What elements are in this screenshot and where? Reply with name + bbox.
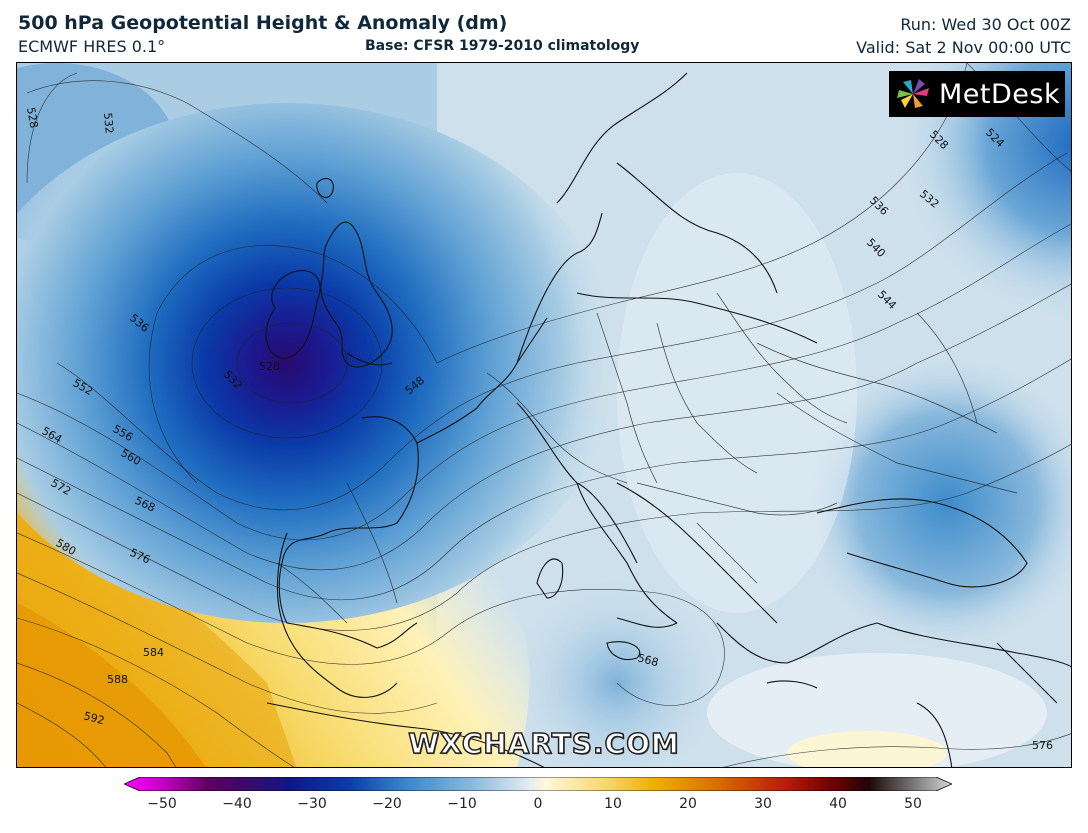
metdesk-logo-text: MetDesk xyxy=(939,78,1061,110)
run-time: Run: Wed 30 Oct 00Z xyxy=(900,15,1071,34)
aegean-coast xyxy=(716,622,878,664)
contour-label: 592 xyxy=(82,709,106,727)
colorbar xyxy=(124,777,952,791)
colorbar-tick-label: −40 xyxy=(222,796,252,812)
colorbar-ticks: −50 −40 −30 −20 −10 0 10 20 30 40 50 xyxy=(0,796,1088,818)
model-label: ECMWF HRES 0.1° xyxy=(18,37,166,56)
contour-label: 584 xyxy=(143,646,164,659)
chart-title: 500 hPa Geopotential Height & Anomaly (d… xyxy=(18,12,508,34)
scandinavia-coast xyxy=(556,72,688,204)
denmark-coast xyxy=(516,212,603,364)
balkans-coast xyxy=(616,482,778,624)
colorbar-tick-label: 50 xyxy=(904,796,922,812)
metdesk-pinwheel-icon xyxy=(897,79,929,108)
north-africa-coast xyxy=(266,702,545,767)
black-sea-coast xyxy=(816,498,1028,588)
map-panel[interactable]: 528 532 536 532 528 552 556 560 564 568 … xyxy=(16,62,1072,768)
valid-time: Valid: Sat 2 Nov 00:00 UTC xyxy=(856,38,1071,57)
coastlines xyxy=(265,72,1071,767)
map-canvas: 528 532 536 532 528 552 556 560 564 568 … xyxy=(17,63,1071,767)
contour-label: 532 xyxy=(101,112,116,134)
colorbar-tick-label: 0 xyxy=(533,796,543,812)
colorbar-tick-label: −50 xyxy=(147,796,177,812)
metdesk-logo: MetDesk xyxy=(889,71,1065,117)
contour-label: 576 xyxy=(1032,739,1053,752)
ireland-outline xyxy=(265,270,321,359)
contour-label: 528 xyxy=(24,106,40,129)
colorbar-tick-label: 10 xyxy=(604,796,622,812)
anomaly-low-ireland xyxy=(17,103,617,623)
colorbar-tick-label: 40 xyxy=(829,796,847,812)
header: 500 hPa Geopotential Height & Anomaly (d… xyxy=(0,0,1088,62)
colorbar-tick-label: 20 xyxy=(679,796,697,812)
contour-label: 568 xyxy=(636,651,660,669)
sicily xyxy=(606,641,640,661)
watermark: WXCHARTS.COM xyxy=(407,726,680,761)
corsica-sardinia xyxy=(536,558,564,599)
france-iberia-coast xyxy=(278,416,419,649)
height-contours xyxy=(17,63,1071,767)
contour-label: 528 xyxy=(259,360,280,373)
colorbar-tick-label: −30 xyxy=(297,796,327,812)
italy-outline xyxy=(516,402,678,624)
colorbar-tick-label: 30 xyxy=(754,796,772,812)
colorbar-tick-label: −10 xyxy=(447,796,477,812)
colorbar-tick-label: −20 xyxy=(372,796,402,812)
contour-label: 588 xyxy=(107,673,128,686)
climatology-label: Base: CFSR 1979-2010 climatology xyxy=(365,38,640,54)
